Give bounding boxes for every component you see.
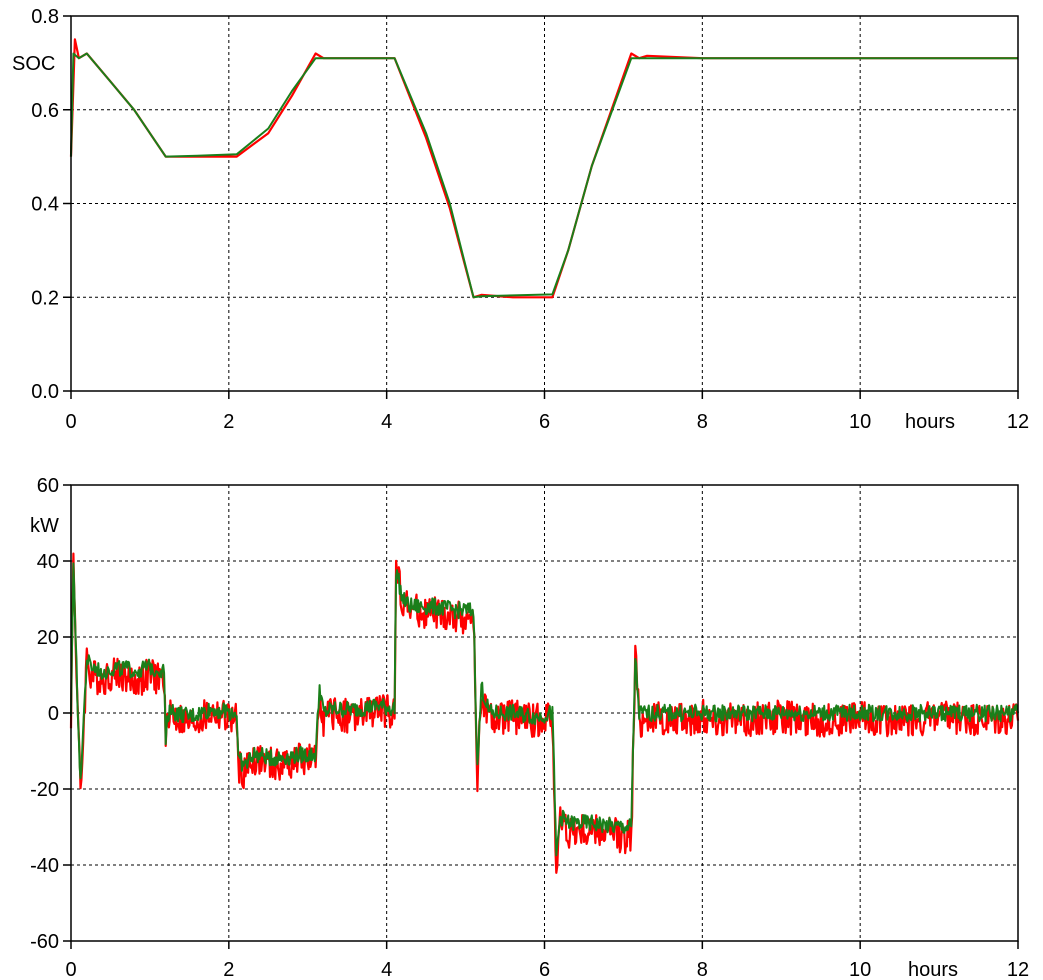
x-tick-label: 6 xyxy=(539,411,550,433)
y-tick-label: 60 xyxy=(37,475,59,497)
y-tick-label: 40 xyxy=(37,551,59,573)
x-tick-label: 6 xyxy=(539,959,550,980)
x-tick-label: 12 xyxy=(1007,411,1029,433)
y-tick-label: 0.4 xyxy=(31,194,59,216)
y-axis-label: SOC xyxy=(12,53,55,75)
x-tick-label: 8 xyxy=(697,959,708,980)
x-tick-label: 12 xyxy=(1007,959,1029,980)
x-axis-label: hours xyxy=(908,959,958,980)
y-tick-label: 0.0 xyxy=(31,381,59,403)
y-tick-label: -20 xyxy=(30,779,59,801)
y-tick-label: 20 xyxy=(37,627,59,649)
x-tick-label: 4 xyxy=(381,411,392,433)
y-tick-label: -60 xyxy=(30,931,59,953)
y-axis-label: kW xyxy=(30,515,59,537)
x-tick-label: 0 xyxy=(65,411,76,433)
x-tick-label: 8 xyxy=(697,411,708,433)
series-green-line xyxy=(70,562,1019,857)
x-tick-label: 2 xyxy=(223,959,234,980)
soc-chart-panel: 0.0 0.2 0.4 0.6 0.8 0 2 4 6 8 10 12 SOC hours xyxy=(12,6,1029,433)
y-tick-label: 0.2 xyxy=(31,287,59,309)
series-green-line xyxy=(70,52,1018,299)
y-tick-label: -40 xyxy=(30,855,59,877)
power-chart-panel: -60 -40 -20 0 20 40 60 0 2 4 6 8 10 12 kW hours xyxy=(30,475,1029,980)
x-tick-label: 10 xyxy=(849,959,871,980)
x-tick-label: 2 xyxy=(223,411,234,433)
y-tick-label: 0 xyxy=(48,703,59,725)
x-tick-label: 10 xyxy=(849,411,871,433)
x-tick-label: 0 xyxy=(65,959,76,980)
x-axis-label: hours xyxy=(905,411,955,433)
y-tick-label: 0.8 xyxy=(31,6,59,28)
x-tick-label: 4 xyxy=(381,959,392,980)
y-tick-label: 0.6 xyxy=(31,100,59,122)
